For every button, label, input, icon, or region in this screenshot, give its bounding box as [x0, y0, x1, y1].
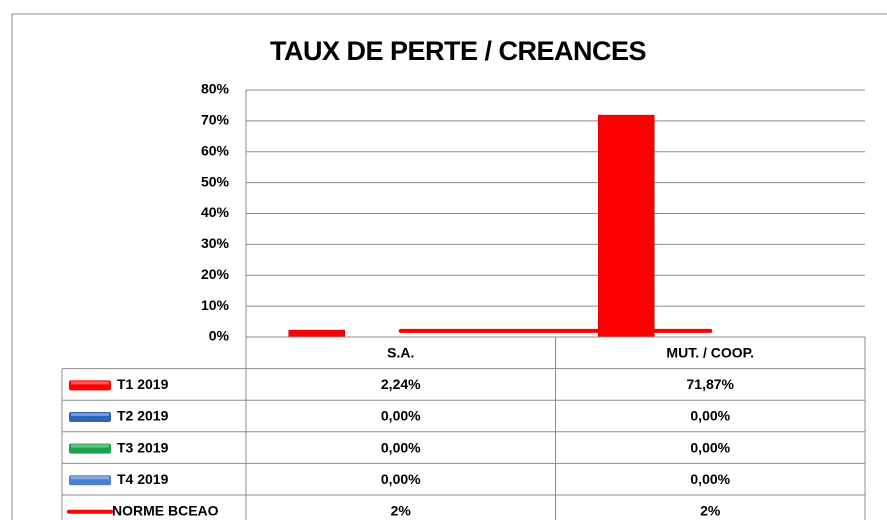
y-tick-label: 0%: [209, 328, 230, 344]
legend-key: [69, 412, 111, 422]
table-value: 0,00%: [381, 471, 421, 487]
y-tick-label: 40%: [201, 204, 230, 220]
legend-key-shine: [71, 413, 109, 416]
y-tick-label: 70%: [201, 112, 230, 128]
legend-key-shine: [71, 381, 109, 385]
y-tick-label: 20%: [201, 266, 230, 282]
legend-label: T3 2019: [117, 439, 169, 455]
table-value: 0,00%: [690, 408, 730, 424]
y-tick-label: 50%: [201, 173, 230, 189]
table-value: 71,87%: [687, 376, 735, 392]
y-tick-label: 10%: [201, 297, 230, 313]
legend-label: NORME BCEAO: [112, 503, 219, 519]
y-tick-label: 80%: [201, 81, 230, 97]
legend-key: [69, 380, 111, 391]
chart-title: TAUX DE PERTE / CREANCES: [270, 36, 646, 66]
table-value: 0,00%: [690, 471, 730, 487]
legend-label: T2 2019: [117, 408, 169, 424]
bar: [288, 329, 345, 338]
table-value: 0,00%: [381, 408, 421, 424]
legend-key: [69, 443, 111, 454]
y-tick-label: 30%: [201, 235, 230, 251]
x-tick-label: MUT. / COOP.: [666, 345, 754, 361]
legend-key-shine: [71, 444, 109, 448]
legend-label: T4 2019: [117, 471, 169, 487]
table-value: 2,24%: [381, 376, 421, 392]
table-value: 0,00%: [381, 439, 421, 455]
table-value: 2%: [700, 503, 721, 519]
legend-key: [69, 475, 111, 486]
x-tick-label: S.A.: [387, 345, 414, 361]
legend-label: T1 2019: [117, 376, 169, 392]
table-value: 2%: [391, 503, 412, 519]
bar: [598, 114, 655, 338]
y-tick-label: 60%: [201, 142, 230, 158]
table-value: 0,00%: [690, 439, 730, 455]
legend-key-shine: [71, 476, 109, 480]
